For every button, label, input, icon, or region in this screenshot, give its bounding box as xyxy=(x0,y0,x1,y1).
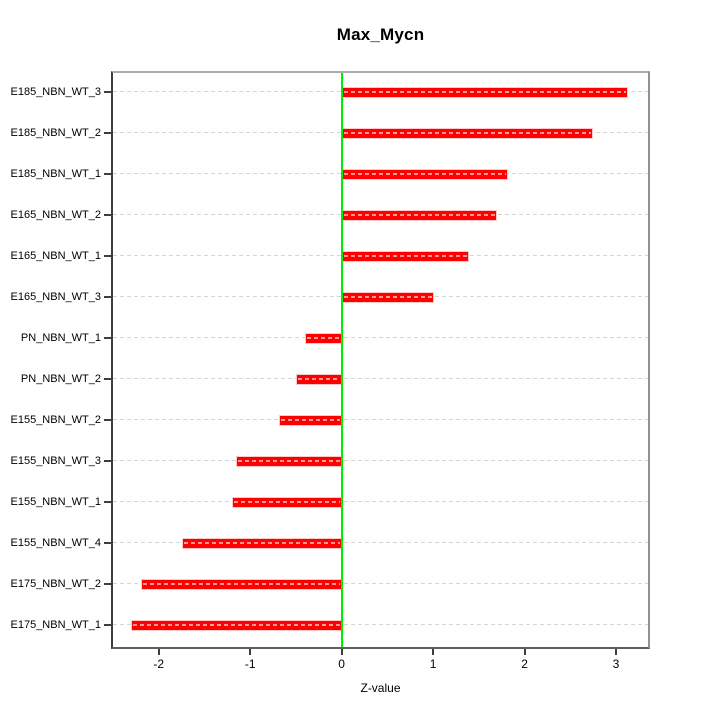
y-axis-label: E175_NBN_WT_2 xyxy=(10,578,102,590)
y-axis-tick xyxy=(104,337,113,339)
y-axis-label: E165_NBN_WT_2 xyxy=(10,209,102,221)
bar-dash-pattern xyxy=(281,419,340,421)
y-axis-label: E185_NBN_WT_2 xyxy=(10,127,102,139)
bar-dash-pattern xyxy=(343,255,467,257)
x-axis-tick xyxy=(432,649,435,655)
y-axis-tick xyxy=(104,173,113,175)
x-axis-tick-label: -1 xyxy=(244,657,256,671)
y-axis-label: E155_NBN_WT_1 xyxy=(10,496,102,508)
y-axis-tick xyxy=(104,91,113,93)
bar xyxy=(231,496,342,508)
bar-dash-pattern xyxy=(133,624,340,626)
bar xyxy=(181,537,342,549)
y-axis-tick xyxy=(104,542,113,544)
x-axis-tick-label: 3 xyxy=(612,657,620,671)
y-axis-label: E185_NBN_WT_3 xyxy=(10,86,102,98)
bar-dash-pattern xyxy=(343,91,626,93)
bar xyxy=(279,414,342,426)
y-axis-label: E155_NBN_WT_2 xyxy=(10,414,102,426)
bar xyxy=(341,250,469,262)
bar-dash-pattern xyxy=(297,378,340,380)
gridline xyxy=(113,583,648,584)
y-axis-tick xyxy=(104,501,113,503)
y-axis-tick xyxy=(104,296,113,298)
bar-dash-pattern xyxy=(183,542,340,544)
gridline xyxy=(113,419,648,420)
bar-dash-pattern xyxy=(237,460,340,462)
x-axis-tick xyxy=(614,649,617,655)
bar xyxy=(305,332,342,344)
bar xyxy=(341,168,509,180)
bar-dash-pattern xyxy=(143,583,340,585)
x-axis-tick xyxy=(157,649,160,655)
bar-dash-pattern xyxy=(343,132,592,134)
x-axis-tick xyxy=(340,649,343,655)
y-axis-tick xyxy=(104,132,113,134)
y-axis-tick xyxy=(104,419,113,421)
bar-dash-pattern xyxy=(343,214,496,216)
x-axis-tick xyxy=(249,649,252,655)
y-axis-label: E175_NBN_WT_1 xyxy=(10,619,102,631)
gridline xyxy=(113,337,648,338)
bar-dash-pattern xyxy=(307,337,340,339)
y-axis-label: PN_NBN_WT_1 xyxy=(20,332,101,344)
plot-area xyxy=(111,71,650,649)
bar-dash-pattern xyxy=(343,173,507,175)
bar xyxy=(341,127,594,139)
y-axis-tick xyxy=(104,460,113,462)
y-axis-label: E185_NBN_WT_1 xyxy=(10,168,102,180)
x-axis-tick-label: 0 xyxy=(338,657,345,671)
bar xyxy=(235,455,342,467)
bar xyxy=(341,291,434,303)
bar xyxy=(341,86,628,98)
y-axis-label: E155_NBN_WT_4 xyxy=(10,537,102,549)
gridline xyxy=(113,542,648,543)
x-axis-title: Z-value xyxy=(360,681,401,695)
x-axis-tick xyxy=(523,649,526,655)
x-axis-tick-label: -2 xyxy=(153,657,165,671)
chart-title: Max_Mycn xyxy=(336,25,425,44)
y-axis-tick xyxy=(104,214,113,216)
gridline xyxy=(113,460,648,461)
bar-dash-pattern xyxy=(233,501,340,503)
x-axis-tick-label: 2 xyxy=(521,657,528,671)
bar xyxy=(141,578,342,590)
zero-reference-line xyxy=(340,73,343,647)
gridline xyxy=(113,378,648,379)
y-axis-tick xyxy=(104,255,113,257)
y-axis-tick xyxy=(104,624,113,626)
y-axis-label: E165_NBN_WT_1 xyxy=(10,250,102,262)
x-axis-tick-label: 1 xyxy=(429,657,437,671)
y-axis-label: PN_NBN_WT_2 xyxy=(20,373,101,385)
y-axis-tick xyxy=(104,583,113,585)
y-axis-tick xyxy=(104,378,113,380)
gridline xyxy=(113,501,648,502)
bar xyxy=(131,619,342,631)
bar-dash-pattern xyxy=(343,296,432,298)
gridline xyxy=(113,624,648,625)
y-axis-label: E165_NBN_WT_3 xyxy=(10,291,102,303)
bar xyxy=(341,209,498,221)
y-axis-label: E155_NBN_WT_3 xyxy=(10,455,102,467)
bar xyxy=(295,373,342,385)
